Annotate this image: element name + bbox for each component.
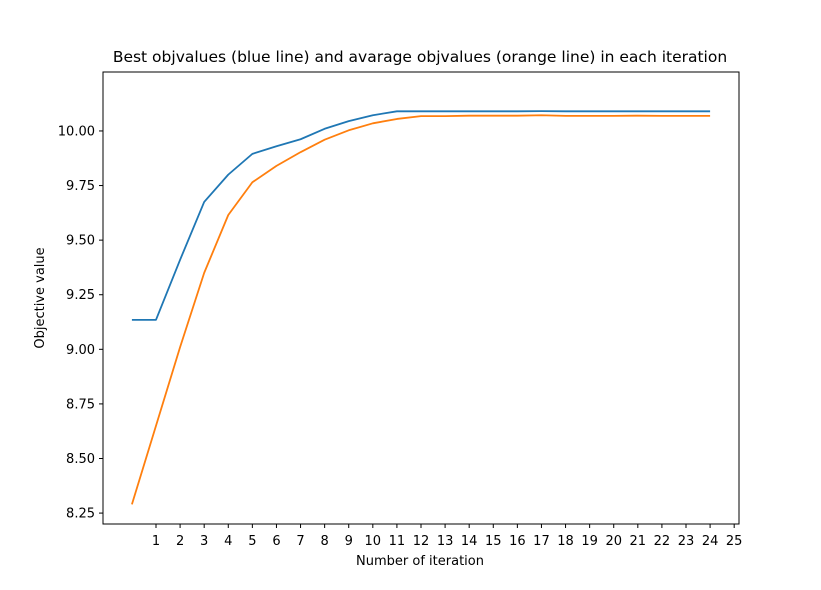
x-tick-label: 2 — [176, 534, 184, 549]
x-tick-label: 24 — [702, 534, 719, 549]
series-line-best — [131, 110, 711, 321]
x-tick-label: 25 — [726, 534, 743, 549]
x-tick-label: 22 — [654, 534, 671, 549]
x-tick-label: 7 — [296, 534, 304, 549]
y-tick-label: 8.50 — [66, 452, 95, 467]
x-tick-label: 20 — [605, 534, 622, 549]
x-tick-label: 18 — [557, 534, 574, 549]
x-tick-label: 6 — [272, 534, 280, 549]
chart-title: Best objvalues (blue line) and avarage o… — [113, 48, 727, 66]
x-axis: 1 2 3 4 5 6 7 8 9 10 11 12 13 14 15 16 17 18 19 20 21 22 23 24 2… — [152, 524, 743, 549]
x-tick-label: 23 — [678, 534, 695, 549]
x-tick-label: 9 — [345, 534, 353, 549]
plot-frame — [102, 71, 740, 525]
x-tick-label: 13 — [437, 534, 454, 549]
x-tick-label: 17 — [533, 534, 550, 549]
y-tick-label: 9.75 — [66, 179, 95, 194]
x-tick-label: 16 — [509, 534, 526, 549]
x-tick-label: 8 — [320, 534, 328, 549]
y-tick-label: 10.00 — [58, 124, 95, 139]
y-tick-label: 8.75 — [66, 397, 95, 412]
series-line-average — [131, 114, 711, 505]
y-tick-label: 9.50 — [66, 234, 95, 249]
x-tick-label: 12 — [413, 534, 430, 549]
x-axis-label: Number of iteration — [356, 554, 484, 569]
x-tick-label: 1 — [152, 534, 160, 549]
y-axis: 8.25 8.50 8.75 9.00 9.25 9.50 9.75 10.00 — [58, 124, 103, 522]
x-tick-label: 4 — [224, 534, 232, 549]
x-tick-label: 11 — [389, 534, 406, 549]
x-tick-label: 19 — [581, 534, 598, 549]
x-tick-label: 21 — [630, 534, 647, 549]
y-tick-label: 9.00 — [66, 343, 95, 358]
x-tick-label: 3 — [200, 534, 208, 549]
plot-area — [131, 110, 711, 505]
x-tick-label: 10 — [365, 534, 382, 549]
y-tick-label: 8.25 — [66, 507, 95, 522]
y-axis-label: Objective value — [33, 247, 48, 348]
x-tick-label: 15 — [485, 534, 502, 549]
x-tick-label: 5 — [248, 534, 256, 549]
y-tick-label: 9.25 — [66, 288, 95, 303]
x-tick-label: 14 — [461, 534, 478, 549]
